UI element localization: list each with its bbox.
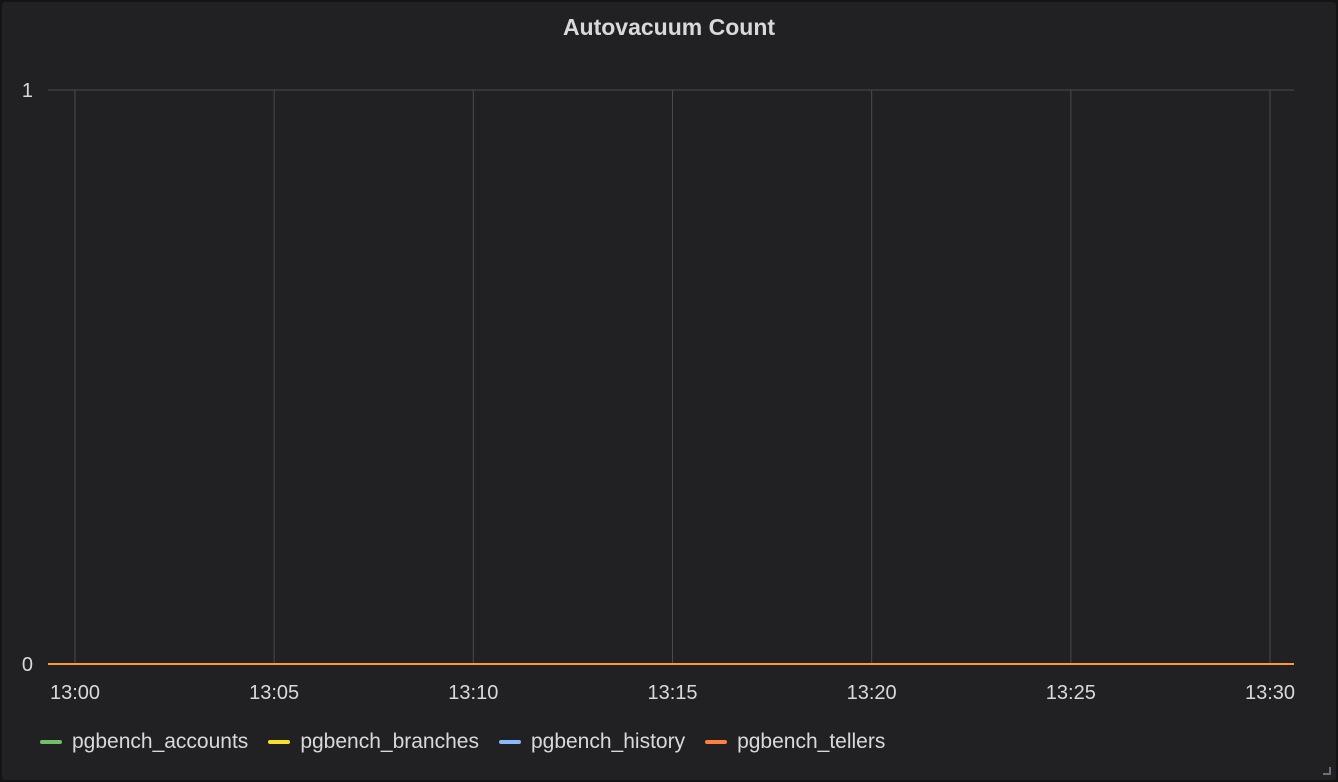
- legend-item-pgbench-accounts[interactable]: pgbench_accounts: [40, 730, 248, 754]
- x-tick-label: 13:00: [50, 682, 100, 704]
- x-tick-label: 13:10: [448, 682, 498, 704]
- panel-title[interactable]: Autovacuum Count: [562, 14, 776, 40]
- resize-handle-icon[interactable]: [1323, 767, 1331, 775]
- legend-label: pgbench_tellers: [737, 730, 886, 753]
- x-axis: 13:00 13:05 13:10 13:15 13:20 13:25 13:30: [50, 682, 1295, 704]
- y-tick-label: 1: [22, 80, 33, 102]
- grid-lines: [48, 89, 1294, 665]
- legend-swatch-icon: [705, 740, 728, 744]
- x-tick-label: 13:30: [1245, 682, 1295, 704]
- x-tick-label: 13:20: [847, 682, 897, 704]
- y-tick-label: 0: [22, 654, 33, 676]
- legend-item-pgbench-history[interactable]: pgbench_history: [498, 730, 686, 754]
- legend-item-pgbench-tellers[interactable]: pgbench_tellers: [705, 730, 885, 754]
- legend-label: pgbench_accounts: [72, 730, 249, 753]
- y-axis: 01: [22, 80, 33, 676]
- legend-swatch-icon: [40, 740, 62, 744]
- legend-item-pgbench-branches[interactable]: pgbench_branches: [268, 730, 479, 754]
- legend-swatch-icon: [268, 740, 291, 744]
- legend-swatch-icon: [498, 740, 521, 744]
- x-tick-label: 13:25: [1046, 682, 1096, 704]
- legend: pgbench_accounts pgbench_branches pgbenc…: [40, 730, 885, 754]
- x-tick-label: 13:15: [647, 682, 697, 704]
- legend-label: pgbench_branches: [300, 730, 479, 753]
- legend-label: pgbench_history: [530, 730, 686, 753]
- x-tick-label: 13:05: [249, 682, 299, 704]
